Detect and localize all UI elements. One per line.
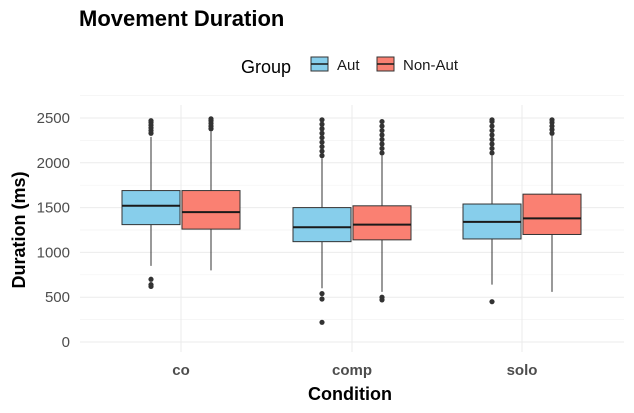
box-Aut-co — [121, 118, 181, 290]
outlier-point — [148, 276, 154, 282]
outlier-point — [379, 150, 385, 156]
outlier-point — [549, 127, 555, 133]
outlier-point — [319, 296, 325, 302]
outlier-point — [379, 123, 385, 129]
outlier-point — [489, 299, 495, 305]
legend-label: Non-Aut — [403, 57, 459, 74]
outlier-point — [319, 135, 325, 141]
outlier-point — [148, 118, 154, 124]
x-axis-title: Condition — [308, 384, 392, 404]
y-tick-label: 2000 — [37, 155, 70, 172]
outlier-point — [319, 153, 325, 159]
y-axis: 0 500 1000 1500 2000 2500 — [37, 110, 70, 351]
box — [292, 207, 352, 243]
outlier-point — [319, 121, 325, 127]
box-Non-Aut-co — [181, 116, 241, 271]
outlier-point — [379, 127, 385, 134]
outlier-point — [489, 117, 495, 123]
box — [522, 193, 582, 235]
y-tick-label: 2500 — [37, 110, 70, 127]
outlier-point — [379, 136, 385, 143]
x-tick-label: co — [172, 362, 190, 379]
box — [181, 190, 241, 230]
outlier-point — [549, 130, 555, 136]
outlier-point — [379, 145, 385, 152]
y-tick-label: 500 — [45, 289, 70, 306]
outlier-point — [319, 319, 325, 325]
legend: Group Aut Non-Aut — [241, 56, 459, 77]
plot-area — [121, 116, 582, 325]
outlier-point — [489, 141, 495, 147]
outlier-point — [379, 118, 385, 125]
outlier-point — [319, 130, 325, 136]
y-tick-label: 0 — [62, 334, 70, 351]
x-tick-label: comp — [332, 362, 372, 379]
outlier-point — [379, 297, 385, 303]
outlier-point — [319, 126, 325, 132]
box-Aut-solo — [462, 117, 522, 305]
outlier-point — [319, 148, 325, 154]
outlier-point — [319, 117, 325, 123]
box — [121, 190, 181, 226]
legend-label: Aut — [337, 57, 360, 74]
legend-title: Group — [241, 57, 291, 77]
outlier-point — [379, 141, 385, 147]
outlier-point — [319, 144, 325, 150]
x-tick-label: solo — [507, 362, 538, 379]
box-Non-Aut-solo — [522, 117, 582, 292]
box-Aut-comp — [292, 117, 352, 325]
outlier-point — [319, 139, 325, 145]
y-tick-label: 1000 — [37, 244, 70, 261]
chart-title: Movement Duration — [79, 6, 284, 31]
outlier-point — [549, 117, 555, 123]
outlier-point — [208, 116, 214, 122]
y-tick-label: 1500 — [37, 200, 70, 217]
y-axis-title: Duration (ms) — [9, 171, 29, 288]
outlier-point — [489, 136, 495, 143]
x-axis: co comp solo — [172, 362, 537, 379]
outlier-point — [489, 150, 495, 156]
outlier-point — [319, 291, 325, 297]
box — [352, 205, 412, 241]
outlier-point — [489, 127, 495, 134]
outlier-point — [379, 132, 385, 138]
outlier-point — [489, 145, 495, 152]
outlier-point — [549, 123, 555, 129]
box-Non-Aut-comp — [352, 118, 412, 303]
outlier-point — [489, 123, 495, 129]
outlier-point — [489, 132, 495, 138]
outlier-point — [148, 283, 154, 290]
